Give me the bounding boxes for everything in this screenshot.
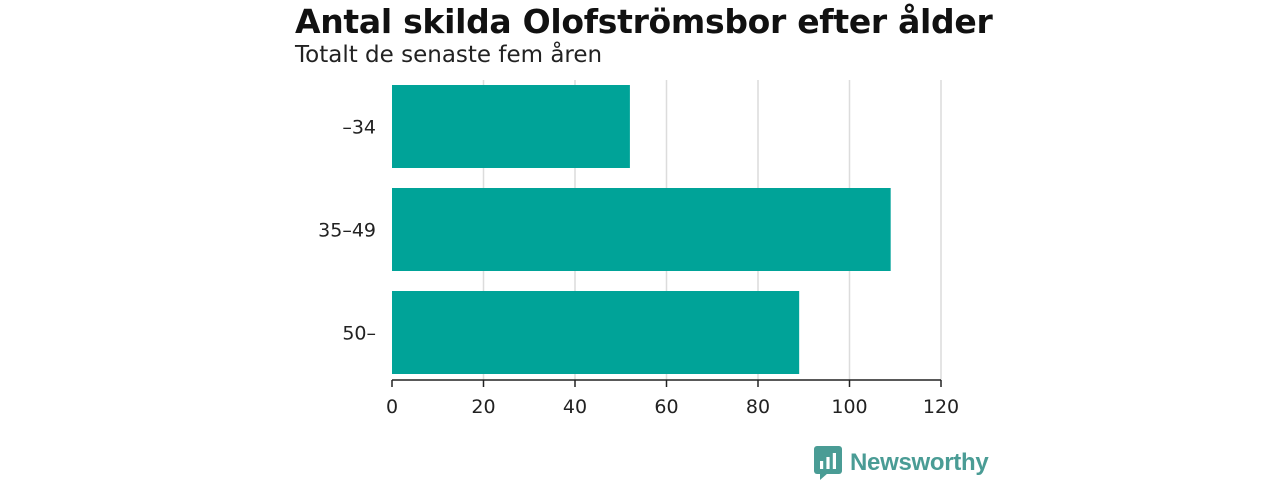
newsworthy-logo-text: Newsworthy bbox=[850, 449, 989, 476]
newsworthy-logo: Newsworthy bbox=[814, 446, 989, 480]
newsworthy-logo-icon bbox=[814, 446, 842, 480]
x-tick-label-2: 40 bbox=[563, 396, 587, 418]
x-tick-label-6: 120 bbox=[923, 396, 959, 418]
x-tick-label-3: 60 bbox=[654, 396, 678, 418]
bar-1 bbox=[392, 188, 891, 271]
category-label-0: –34 bbox=[342, 117, 376, 139]
category-label-1: 35–49 bbox=[318, 220, 376, 242]
x-tick-label-1: 20 bbox=[471, 396, 495, 418]
bar-0 bbox=[392, 85, 630, 168]
x-tick-label-0: 0 bbox=[386, 396, 398, 418]
x-tick-label-4: 80 bbox=[746, 396, 770, 418]
bar-2 bbox=[392, 291, 800, 374]
chart-title: Antal skilda Olofströmsbor efter ålder bbox=[295, 2, 993, 41]
category-label-2: 50– bbox=[342, 323, 376, 345]
chart-subtitle: Totalt de senaste fem åren bbox=[295, 42, 603, 68]
x-tick-label-5: 100 bbox=[831, 396, 867, 418]
